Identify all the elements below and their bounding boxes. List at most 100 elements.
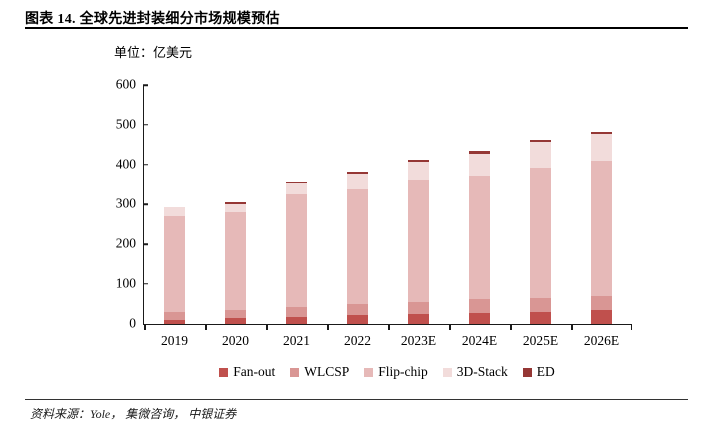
bar-segment-wlcsp xyxy=(225,309,246,319)
legend-label: Fan-out xyxy=(233,364,276,379)
x-axis-label: 2022 xyxy=(344,332,371,348)
figure-title: 图表 14. 全球先进封装细分市场规模预估 xyxy=(25,12,280,27)
y-axis-tick xyxy=(143,203,148,205)
y-axis-tick-label: 0 xyxy=(129,315,136,331)
y-axis-tick xyxy=(143,243,148,245)
y-axis-tick-label: 500 xyxy=(115,116,136,132)
bar-2019 xyxy=(164,207,185,324)
x-axis-label: 2021 xyxy=(283,332,310,348)
y-axis-tick xyxy=(143,84,148,86)
x-axis-label: 2025E xyxy=(522,332,559,348)
x-axis-tick xyxy=(266,325,268,330)
legend: Fan-out WLCSP Flip-chip 3D-Stack ED xyxy=(143,364,631,380)
bar-segment-flip-chip xyxy=(164,216,185,312)
footer-divider xyxy=(25,399,688,400)
x-axis-label: 2026E xyxy=(583,332,620,348)
x-axis-tick xyxy=(449,325,451,330)
bar-2022 xyxy=(347,172,368,324)
y-axis-tick xyxy=(143,283,148,285)
bar-segment-ed xyxy=(530,139,551,143)
legend-item-flip-chip: Flip-chip xyxy=(364,364,428,380)
legend-label: 3D-Stack xyxy=(456,364,508,379)
bar-segment-flip-chip xyxy=(347,189,368,305)
bar-segment-fan-out xyxy=(164,319,185,324)
legend-swatch-icon xyxy=(522,367,532,377)
y-axis-tick-label: 100 xyxy=(115,275,136,291)
bar-segment-ed xyxy=(225,201,246,204)
x-axis-label: 2023E xyxy=(400,332,437,348)
bar-segment-flip-chip xyxy=(286,194,307,307)
bar-segment-flip-chip xyxy=(530,168,551,298)
bar-segment-3d-stack xyxy=(591,134,612,161)
bar-segment-3d-stack xyxy=(469,153,490,176)
bar-segment-wlcsp xyxy=(530,297,551,312)
bar-segment-fan-out xyxy=(469,312,490,324)
bar-2021 xyxy=(286,182,307,324)
legend-swatch-icon xyxy=(442,367,452,377)
bar-2024E xyxy=(469,151,490,324)
bar-segment-ed xyxy=(347,172,368,175)
bar-segment-3d-stack xyxy=(408,162,429,181)
x-axis-label: 2024E xyxy=(461,332,498,348)
bar-segment-ed xyxy=(286,182,307,183)
legend-label: Flip-chip xyxy=(378,364,428,379)
y-axis-tick-label: 600 xyxy=(115,76,136,92)
bar-segment-flip-chip xyxy=(225,212,246,310)
legend-item-fan-out: Fan-out xyxy=(219,364,275,380)
x-axis-tick xyxy=(630,325,632,330)
bar-segment-wlcsp xyxy=(591,295,612,310)
legend-item-ed: ED xyxy=(522,364,555,380)
y-axis-tick xyxy=(143,163,148,166)
title-divider xyxy=(25,27,688,29)
x-axis-tick xyxy=(388,325,390,330)
x-axis-tick xyxy=(327,325,329,330)
bar-segment-3d-stack xyxy=(530,142,551,169)
y-axis-tick xyxy=(143,124,148,126)
bar-segment-fan-out xyxy=(591,310,612,324)
bar-segment-ed xyxy=(591,131,612,135)
bar-segment-fan-out xyxy=(347,315,368,324)
bar-segment-3d-stack xyxy=(225,203,246,213)
bar-segment-ed xyxy=(408,160,429,163)
source-note: 资料来源：Yole， 集微咨询， 中银证券 xyxy=(30,407,237,421)
bar-segment-wlcsp xyxy=(469,299,490,313)
unit-label: 单位：亿美元 xyxy=(114,45,193,60)
bar-segment-ed xyxy=(469,151,490,154)
bar-segment-wlcsp xyxy=(347,304,368,316)
x-axis-tick xyxy=(571,325,573,330)
legend-item-wlcsp: WLCSP xyxy=(290,364,349,380)
legend-swatch-icon xyxy=(364,367,374,377)
y-axis-tick-label: 200 xyxy=(115,235,136,251)
bar-segment-wlcsp xyxy=(408,302,429,314)
bar-segment-fan-out xyxy=(286,316,307,324)
x-axis-label: 2019 xyxy=(161,332,188,348)
bar-segment-flip-chip xyxy=(408,180,429,303)
x-axis-tick xyxy=(205,325,207,330)
bar-segment-3d-stack xyxy=(286,182,307,195)
bar-segment-fan-out xyxy=(225,318,246,324)
y-axis-tick-label: 300 xyxy=(115,195,136,211)
y-axis-tick-label: 400 xyxy=(115,156,136,172)
legend-label: ED xyxy=(536,364,555,379)
plot-area: 2019 2020 2021 2022 2023E 2024E 2025E 2026E xyxy=(143,85,632,348)
legend-item-3d-stack: 3D-Stack xyxy=(442,364,508,380)
x-axis-tick xyxy=(144,325,146,330)
bar-segment-fan-out xyxy=(408,313,429,324)
x-axis-tick xyxy=(510,325,512,330)
bar-segment-flip-chip xyxy=(591,160,612,296)
bar-segment-wlcsp xyxy=(286,306,307,317)
bar-segment-wlcsp xyxy=(164,311,185,320)
bar-segment-flip-chip xyxy=(469,175,490,300)
bar-segment-3d-stack xyxy=(347,174,368,190)
bar-segment-fan-out xyxy=(530,311,551,324)
bar-2026E xyxy=(591,131,612,324)
legend-swatch-icon xyxy=(290,367,300,377)
legend-swatch-icon xyxy=(219,367,229,377)
legend-label: WLCSP xyxy=(304,364,350,379)
x-axis-label: 2020 xyxy=(222,332,249,348)
bar-2023E xyxy=(408,160,429,324)
bar-2025E xyxy=(530,139,551,324)
bar-2020 xyxy=(225,201,246,324)
bar-segment-3d-stack xyxy=(164,207,185,217)
